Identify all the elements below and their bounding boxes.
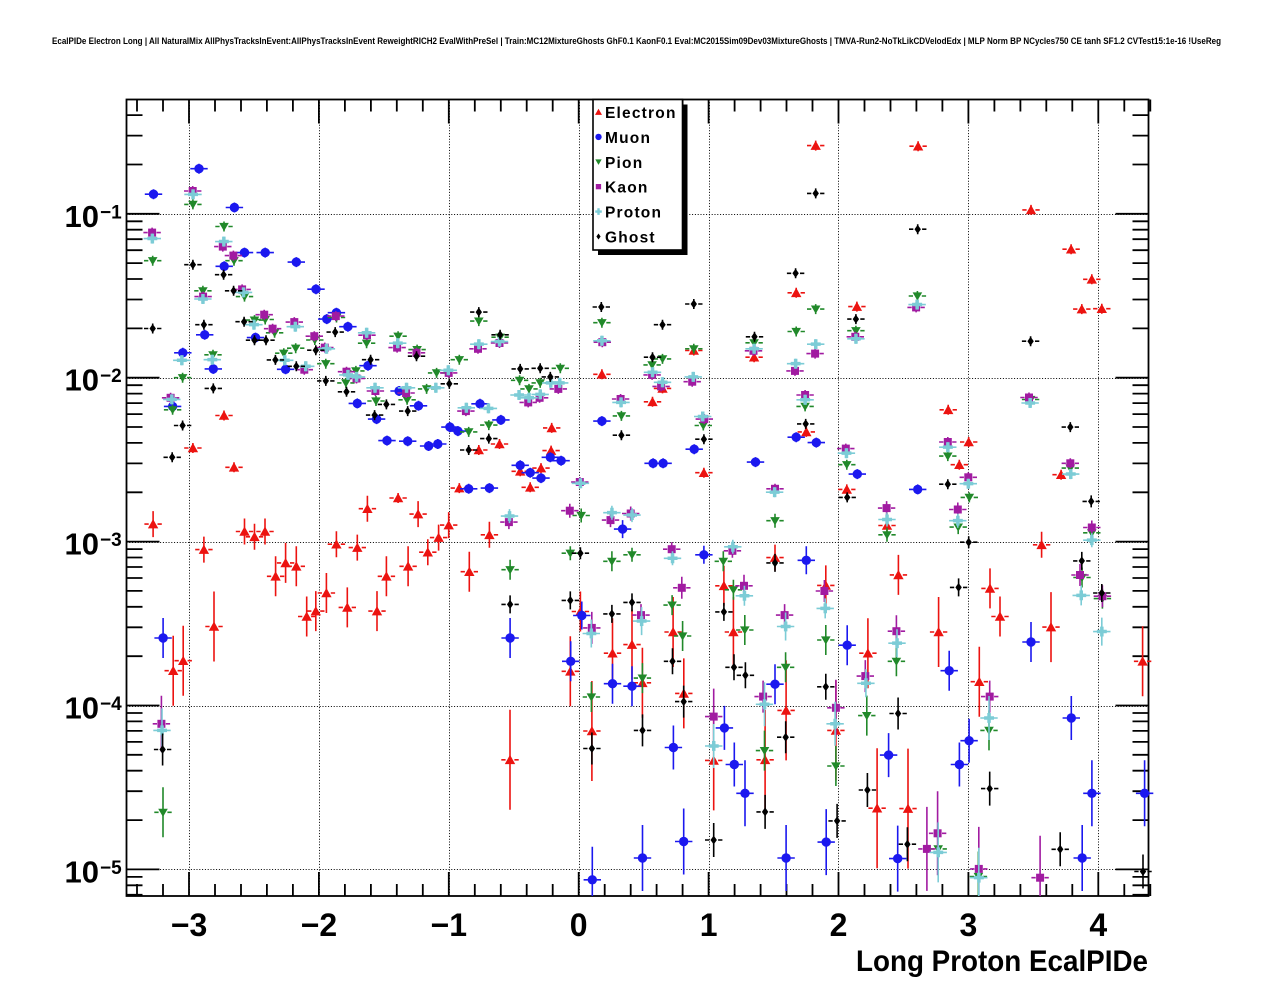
svg-text:Pion: Pion: [605, 155, 643, 172]
svg-text:EcalPIDe Electron Long | All N: EcalPIDe Electron Long | All NaturalMix …: [52, 36, 1221, 47]
svg-text:−5: −5: [100, 858, 122, 879]
svg-text:−1: −1: [431, 907, 467, 943]
svg-text:10: 10: [65, 691, 99, 726]
svg-text:10: 10: [65, 854, 99, 889]
svg-text:3: 3: [960, 907, 978, 943]
svg-text:−4: −4: [100, 694, 122, 715]
svg-text:−1: −1: [100, 202, 122, 223]
svg-text:2: 2: [830, 907, 848, 943]
svg-text:Long Proton EcalPIDe: Long Proton EcalPIDe: [856, 945, 1148, 978]
svg-text:Kaon: Kaon: [605, 180, 649, 197]
svg-text:4: 4: [1089, 907, 1107, 943]
svg-text:1: 1: [700, 907, 718, 943]
svg-text:10: 10: [65, 527, 99, 562]
svg-text:−3: −3: [100, 530, 122, 551]
svg-text:−3: −3: [171, 907, 207, 943]
svg-text:10: 10: [65, 363, 99, 398]
svg-text:Proton: Proton: [605, 205, 662, 222]
svg-text:−2: −2: [100, 366, 122, 387]
svg-text:0: 0: [570, 907, 588, 943]
svg-text:Muon: Muon: [605, 130, 651, 147]
svg-text:−2: −2: [301, 907, 337, 943]
svg-text:Electron: Electron: [605, 105, 677, 122]
svg-text:10: 10: [65, 199, 99, 234]
svg-text:Ghost: Ghost: [605, 230, 656, 247]
